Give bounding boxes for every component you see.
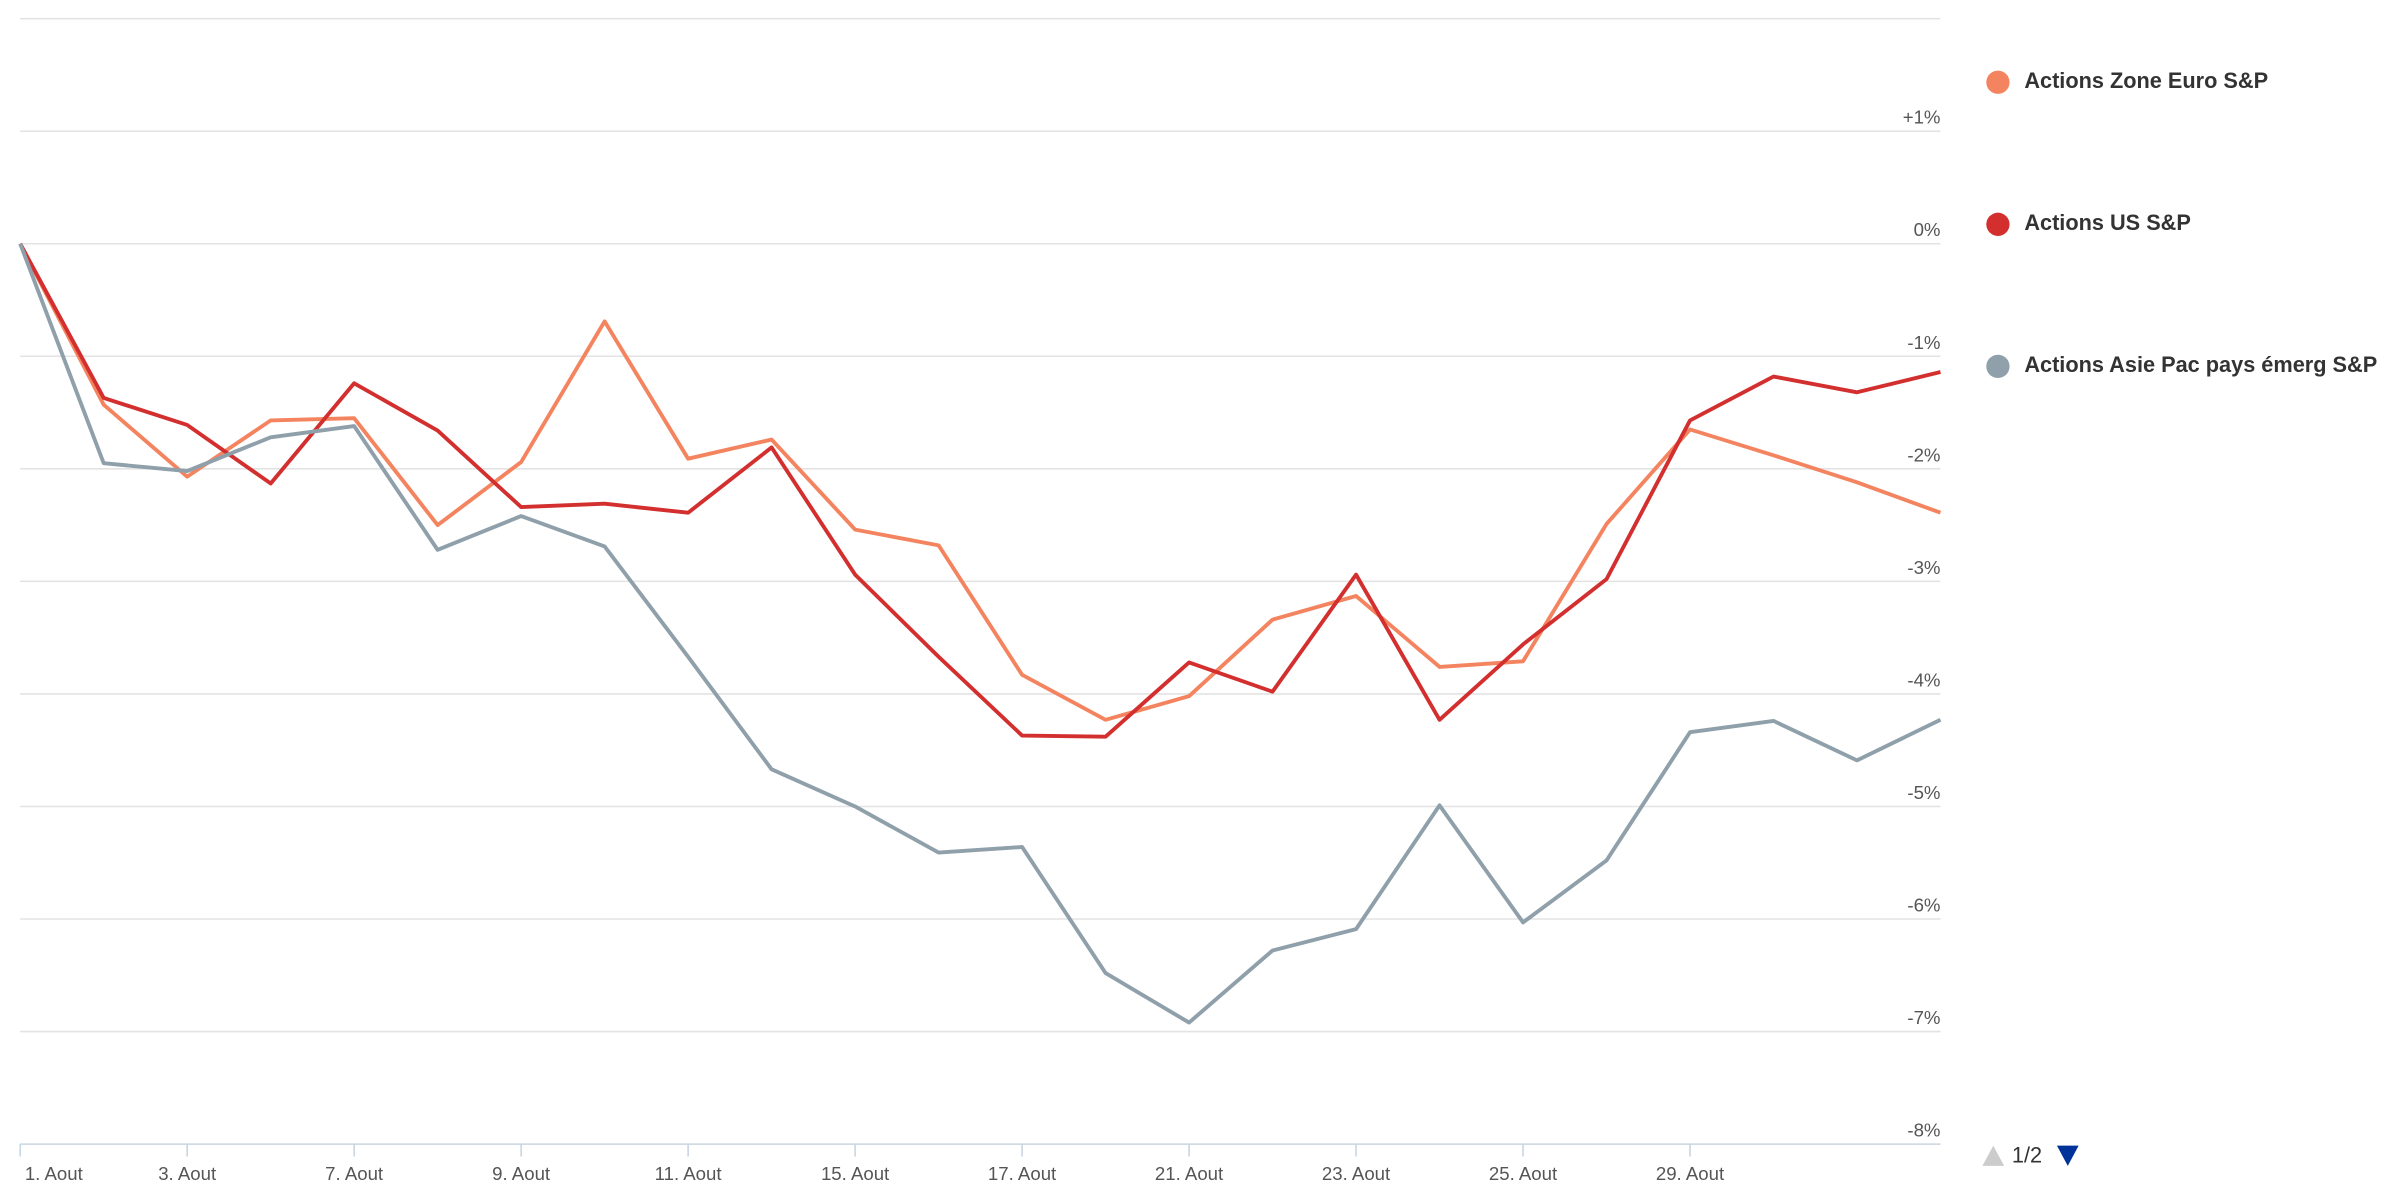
y-tick-label: -8% <box>1907 1120 1940 1141</box>
legend-label: Actions US S&P <box>2024 210 2191 235</box>
y-tick-label: -6% <box>1907 895 1940 916</box>
legend-prev[interactable] <box>1982 1145 2005 1166</box>
y-tick-label: -2% <box>1907 444 1940 465</box>
x-tick-label: 21. Aout <box>1155 1163 1224 1184</box>
x-tick-label: 23. Aout <box>1322 1163 1391 1184</box>
x-tick-label: 3. Aout <box>158 1163 217 1184</box>
y-tick-label: -3% <box>1907 557 1940 578</box>
x-tick-label: 29. Aout <box>1656 1163 1725 1184</box>
series-line <box>18 243 1942 1025</box>
x-tick-label: 15. Aout <box>821 1163 890 1184</box>
y-tick-label: -4% <box>1907 669 1940 690</box>
y-tick-label: -7% <box>1907 1007 1940 1028</box>
legend-label: Actions Asie Pac pays émerg S&P <box>2024 352 2377 377</box>
x-tick-label: 9. Aout <box>492 1163 551 1184</box>
x-tick-label: 25. Aout <box>1489 1163 1558 1184</box>
x-tick-label: 1. Aout <box>25 1163 84 1184</box>
legend: Actions Zone Euro S&P Actions US S&P Actio… <box>1986 68 2377 379</box>
legend-marker <box>1986 70 2010 94</box>
y-tick-label: -1% <box>1907 332 1940 353</box>
x-tick-label: 11. Aout <box>655 1163 723 1184</box>
legend-marker <box>1986 354 2010 379</box>
series-line <box>18 242 1941 739</box>
x-tick-label: 17. Aout <box>988 1163 1057 1184</box>
legend-page: 1/2 <box>2012 1142 2042 1167</box>
legend-next[interactable] <box>2056 1145 2079 1166</box>
legend-label: Actions Zone Euro S&P <box>2024 68 2268 93</box>
legend-marker <box>1986 212 2010 236</box>
y-tick-label: 0% <box>1914 219 1941 240</box>
y-tick-label: +1% <box>1903 107 1941 128</box>
y-tick-label: -5% <box>1907 782 1940 803</box>
x-tick-label: 7. Aout <box>325 1163 384 1184</box>
series-line <box>18 242 1942 722</box>
